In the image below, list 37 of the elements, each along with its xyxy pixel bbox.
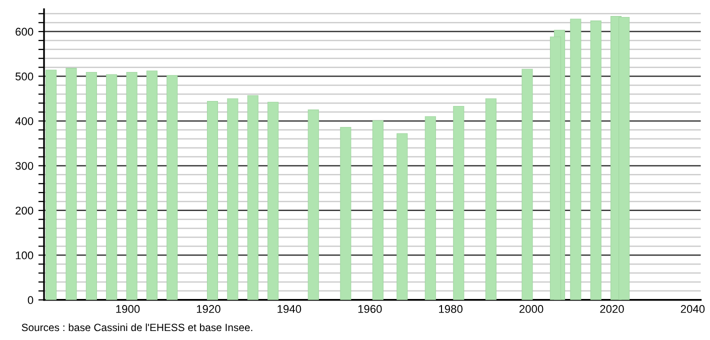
- bar: [247, 95, 258, 300]
- x-tick-label: 1940: [278, 305, 302, 313]
- bar: [570, 18, 582, 300]
- y-tick-label: 100: [16, 251, 34, 260]
- bar: [340, 126, 352, 300]
- bar: [372, 120, 384, 300]
- bar: [396, 133, 408, 300]
- x-tick-label: 2000: [519, 305, 544, 313]
- bar: [46, 70, 57, 300]
- y-tick-label: 400: [15, 117, 34, 126]
- bar: [485, 98, 496, 300]
- source-note: Sources : base Cassini de l'EHESS et base Insee.: [22, 323, 252, 332]
- x-tick-label: 1900: [116, 305, 140, 313]
- y-tick-label: 300: [15, 162, 34, 170]
- x-tick-label: 2040: [680, 305, 705, 313]
- bar: [106, 74, 118, 300]
- bar: [206, 101, 218, 300]
- bar: [590, 20, 602, 300]
- y-tick-label: 600: [16, 28, 34, 36]
- x-tick-label: 1960: [358, 305, 382, 313]
- bar: [522, 68, 533, 300]
- bar: [166, 75, 178, 300]
- bar: [86, 72, 97, 300]
- y-tick-label: 500: [16, 72, 34, 80]
- x-tick-label: 1980: [439, 305, 463, 313]
- y-tick-label: 200: [16, 206, 34, 215]
- bar: [66, 68, 77, 300]
- bar: [146, 70, 158, 300]
- bar: [308, 110, 319, 300]
- bar: [453, 106, 464, 300]
- bar: [268, 102, 279, 300]
- x-tick-label: 1920: [196, 305, 220, 313]
- y-tick-label: 0: [28, 296, 34, 304]
- bar: [424, 116, 436, 300]
- bar: [126, 72, 138, 300]
- bar: [227, 98, 238, 300]
- x-tick-label: 2020: [600, 305, 624, 313]
